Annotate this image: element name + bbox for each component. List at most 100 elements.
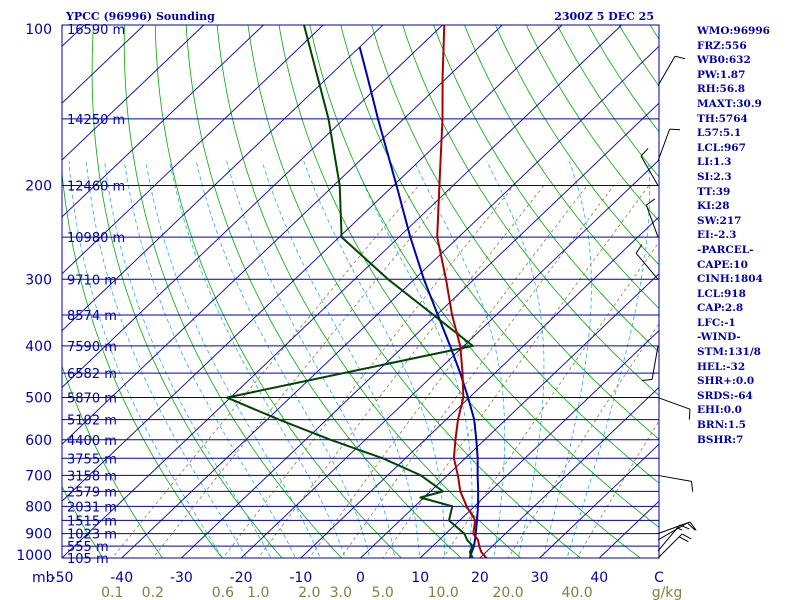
mixing-ratio-label: 1.0 <box>247 585 269 600</box>
temperature-tick-label: -20 <box>230 570 253 586</box>
pressure-tick-label: 700 <box>25 468 52 484</box>
temperature-tick-label: 10 <box>411 570 429 586</box>
height-label: 10980 m <box>67 231 125 246</box>
isotherm <box>0 25 25 558</box>
dry-adiabat <box>785 1 800 570</box>
temperature-tick-label: -50 <box>51 570 74 586</box>
index-item: SI:2.3 <box>697 170 732 183</box>
moist-adiabat <box>104 161 272 558</box>
wind-barb <box>657 397 691 420</box>
mixing-ratio-label: 10.0 <box>428 585 459 600</box>
height-label: 1023 m <box>67 528 117 543</box>
mixing-ratio-line <box>576 420 659 558</box>
moist-adiabat <box>226 160 396 558</box>
isotherm <box>539 443 659 558</box>
index-item: SW:217 <box>697 214 742 227</box>
mixing-ratio-label: 0.1 <box>101 585 123 600</box>
mixing-ratio-label: 5.0 <box>372 585 394 600</box>
mixing-ratio-label: 40.0 <box>561 585 592 600</box>
index-item: EI:-2.3 <box>697 229 737 242</box>
pressure-tick-label: 300 <box>25 272 52 288</box>
isotherm <box>62 25 384 332</box>
dry-adiabat <box>154 25 402 558</box>
temperature-tick-label: 0 <box>356 570 365 586</box>
height-label: 4400 m <box>67 434 117 449</box>
index-item: STM:131/8 <box>697 346 761 359</box>
pressure-tick-label: 400 <box>25 339 52 355</box>
pressure-tick-label: 500 <box>25 391 52 407</box>
wind-barb <box>641 345 659 382</box>
isotherm <box>62 25 622 558</box>
isotherm <box>62 25 563 502</box>
height-label: 3158 m <box>67 469 117 484</box>
moist-adiabat <box>542 160 592 558</box>
isotherm <box>62 25 324 275</box>
index-item: SRDS:-64 <box>697 389 753 402</box>
dry-adiabat <box>247 25 582 558</box>
wind-barb <box>657 533 692 559</box>
index-item: TT:39 <box>697 185 731 198</box>
wind-barb <box>657 55 686 86</box>
index-item: HEL:-32 <box>697 360 746 373</box>
temperature-tick-label: -30 <box>170 570 193 586</box>
pressure-tick-label: 1000 <box>16 548 52 564</box>
index-item: L57:5.1 <box>697 127 742 140</box>
height-label: 8574 m <box>67 309 117 324</box>
index-item: CINH:1804 <box>697 273 763 286</box>
height-label: 9710 m <box>67 273 117 288</box>
moist-adiabat <box>486 160 545 558</box>
dry-adiabat <box>216 25 522 558</box>
moist-adiabat <box>413 160 506 558</box>
index-item: PW:1.87 <box>697 68 746 81</box>
dry-adiabat <box>62 364 164 558</box>
temperature-tick-label: 20 <box>471 570 489 586</box>
index-item: TH:5764 <box>697 112 748 125</box>
dry-adiabat <box>62 485 104 558</box>
index-item: LCL:918 <box>697 287 746 300</box>
index-item: LCL:967 <box>697 141 746 154</box>
temperature-tick-label: 30 <box>531 570 549 586</box>
mixing-ratio-unit-label: g/kg <box>652 585 683 600</box>
pressure-tick-label: 600 <box>25 433 52 449</box>
mixing-ratio-line <box>111 185 420 558</box>
height-label: 2579 m <box>67 485 117 500</box>
temperature-trace <box>436 25 488 558</box>
isotherm <box>419 329 659 558</box>
wind-barb <box>657 524 690 552</box>
mixing-ratio-label: 2.0 <box>298 585 320 600</box>
pressure-unit-label: mb <box>32 570 55 586</box>
index-item: MAXT:30.9 <box>697 97 762 110</box>
index-item: FRZ:556 <box>697 39 747 52</box>
wind-barbs <box>635 55 697 559</box>
height-label: 1515 m <box>67 514 117 529</box>
wind-barb <box>657 474 694 492</box>
temperature-tick-label: -40 <box>110 570 133 586</box>
height-label: 6582 m <box>67 367 117 382</box>
index-item: LFC:-1 <box>697 316 736 329</box>
index-item: LI:1.3 <box>697 156 732 169</box>
mixing-ratio-line <box>442 241 659 558</box>
moist-adiabat <box>353 160 473 558</box>
temperature-tick-label: 40 <box>590 570 608 586</box>
pressure-tick-label: 800 <box>25 499 52 515</box>
wind-barb <box>657 521 697 535</box>
index-item: SHR+:0.0 <box>697 375 755 388</box>
moist-adiabat <box>145 161 321 558</box>
plot-frame <box>61 24 660 559</box>
index-item: CAP:2.8 <box>697 302 744 315</box>
isotherm <box>62 25 443 389</box>
temperature-tick-label: -10 <box>289 570 312 586</box>
isotherm <box>360 273 659 558</box>
height-label: 12460 m <box>67 179 125 194</box>
mixing-ratio-line <box>382 185 650 558</box>
isotherm <box>62 25 264 218</box>
index-item: CAPE:10 <box>697 258 748 271</box>
isotherm <box>479 386 659 558</box>
moist-adiabat <box>169 161 346 558</box>
index-item: BSHR:7 <box>697 433 744 446</box>
moist-adiabat <box>195 161 371 558</box>
isotherm <box>240 159 659 558</box>
isotherm <box>62 25 205 161</box>
